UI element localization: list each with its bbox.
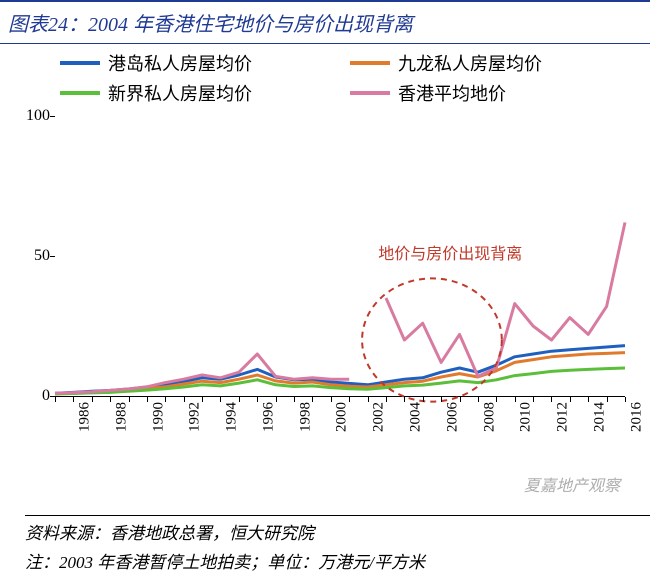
- x-tick-label: 1988: [113, 402, 130, 432]
- x-tick-mark: [386, 397, 387, 402]
- legend-item: 九龙私人房屋均价: [350, 50, 620, 76]
- x-tick-mark: [404, 397, 405, 402]
- note-line: 注：2003 年香港暂停土地拍卖；单位：万港元/平方米: [25, 549, 650, 578]
- x-tick-label: 2006: [444, 402, 461, 432]
- x-tick-mark: [73, 397, 74, 402]
- x-tick-label: 2014: [591, 402, 608, 432]
- x-tick-label: 2008: [481, 402, 498, 432]
- x-tick-mark: [257, 397, 258, 402]
- x-tick-mark: [441, 397, 442, 402]
- y-tick-mark: [50, 116, 55, 117]
- x-tick-label: 2010: [518, 402, 535, 432]
- legend: 港岛私人房屋均价 九龙私人房屋均价新界私人房屋均价 香港平均地价: [0, 44, 650, 108]
- x-tick-label: 1994: [224, 402, 241, 432]
- series-line: [55, 222, 625, 393]
- legend-item: 港岛私人房屋均价: [60, 50, 330, 76]
- y-tick-label: 0: [15, 387, 50, 405]
- x-tick-mark: [294, 397, 295, 402]
- x-tick-label: 2000: [334, 402, 351, 432]
- x-tick-mark: [588, 397, 589, 402]
- legend-label: 香港平均地价: [398, 80, 506, 106]
- watermark: 夏嘉地产观察: [524, 472, 620, 496]
- x-tick-label: 1992: [187, 402, 204, 432]
- legend-swatch: [60, 61, 100, 65]
- divergence-annotation: 地价与房价出现背离: [378, 240, 522, 264]
- x-tick-label: 2012: [555, 402, 572, 432]
- x-tick-mark: [202, 397, 203, 402]
- x-tick-mark: [607, 397, 608, 402]
- x-tick-mark: [460, 397, 461, 402]
- x-tick-label: 2016: [628, 402, 645, 432]
- legend-swatch: [60, 91, 100, 95]
- x-tick-mark: [570, 397, 571, 402]
- x-tick-mark: [349, 397, 350, 402]
- x-tick-mark: [423, 397, 424, 402]
- x-tick-mark: [551, 397, 552, 402]
- x-tick-mark: [92, 397, 93, 402]
- x-tick-mark: [147, 397, 148, 402]
- y-tick-mark: [50, 256, 55, 257]
- x-tick-mark: [184, 397, 185, 402]
- x-tick-mark: [220, 397, 221, 402]
- x-tick-mark: [110, 397, 111, 402]
- y-tick-label: 100: [15, 107, 50, 125]
- legend-label: 新界私人房屋均价: [108, 80, 252, 106]
- x-tick-mark: [368, 397, 369, 402]
- legend-label: 九龙私人房屋均价: [398, 50, 542, 76]
- x-tick-mark: [55, 397, 56, 402]
- x-tick-mark: [239, 397, 240, 402]
- chart-title: 图表24：2004 年香港住宅地价与房价出现背离: [0, 0, 650, 44]
- series-line: [55, 368, 625, 394]
- x-axis: 1986 1988 1990 1992 1994 1996 1998 2000 2002 2004…: [55, 397, 625, 457]
- line-chart: [55, 116, 625, 396]
- legend-swatch: [350, 61, 390, 65]
- x-tick-mark: [515, 397, 516, 402]
- chart-footer: 资料来源：香港地政总署，恒大研究院 注：2003 年香港暂停土地拍卖；单位：万港…: [25, 515, 650, 578]
- legend-item: 新界私人房屋均价: [60, 80, 330, 106]
- x-tick-label: 1996: [260, 402, 277, 432]
- x-tick-mark: [533, 397, 534, 402]
- x-tick-mark: [129, 397, 130, 402]
- legend-label: 港岛私人房屋均价: [108, 50, 252, 76]
- x-tick-label: 2002: [371, 402, 388, 432]
- y-tick-label: 50: [15, 247, 50, 265]
- x-tick-label: 1998: [297, 402, 314, 432]
- chart-plot-area: 地价与房价出现背离 050100: [55, 116, 625, 397]
- x-tick-mark: [331, 397, 332, 402]
- x-tick-mark: [165, 397, 166, 402]
- x-tick-mark: [312, 397, 313, 402]
- source-line: 资料来源：香港地政总署，恒大研究院: [25, 520, 650, 549]
- x-tick-mark: [625, 397, 626, 402]
- x-tick-mark: [276, 397, 277, 402]
- x-tick-mark: [496, 397, 497, 402]
- x-tick-label: 1990: [150, 402, 167, 432]
- x-tick-mark: [478, 397, 479, 402]
- x-tick-label: 2004: [407, 402, 424, 432]
- legend-swatch: [350, 91, 390, 95]
- x-tick-label: 1986: [77, 402, 94, 432]
- legend-item: 香港平均地价: [350, 80, 620, 106]
- figure-container: 图表24：2004 年香港住宅地价与房价出现背离 港岛私人房屋均价 九龙私人房屋均…: [0, 0, 650, 510]
